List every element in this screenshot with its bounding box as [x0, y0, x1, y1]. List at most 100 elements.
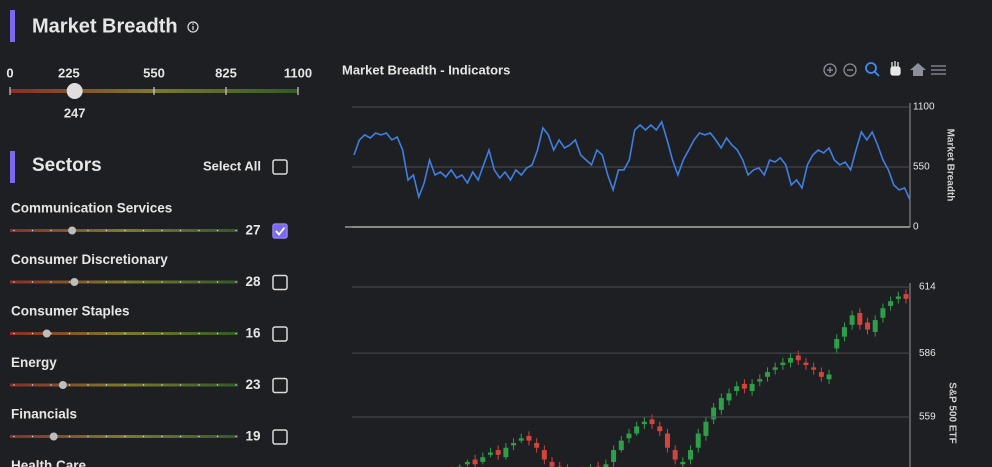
- sector-slider-dot: [216, 384, 219, 386]
- sector-slider-dot: [198, 435, 200, 438]
- zoom-select-button[interactable]: [865, 62, 880, 77]
- candle-body: [826, 374, 832, 380]
- sector-checkbox[interactable]: [272, 377, 288, 394]
- candle-body: [518, 438, 524, 441]
- candle-body: [464, 461, 470, 465]
- candle-body: [472, 459, 478, 465]
- candle-body: [834, 339, 840, 349]
- sector-name: Financials: [11, 407, 77, 422]
- candle-body: [757, 379, 763, 382]
- sector-slider-dot: [87, 281, 89, 283]
- info-icon[interactable]: [187, 21, 199, 33]
- sector-value: 23: [245, 377, 261, 392]
- y-tick-label: 0: [913, 222, 919, 233]
- sector-slider-dot: [105, 435, 108, 438]
- sector-slider-track: [10, 383, 238, 387]
- sector-slider-dot: [50, 281, 52, 283]
- y-tick-label: 550: [913, 162, 930, 173]
- candle-body: [641, 421, 647, 425]
- sector-slider-track: [10, 229, 238, 232]
- sector-slider-track: [10, 332, 238, 335]
- candle-body: [511, 443, 517, 446]
- sector-slider-dot: [142, 384, 145, 386]
- candle-body: [657, 426, 663, 432]
- sector-slider-dot: [124, 281, 126, 283]
- sector-slider-dot: [179, 384, 182, 386]
- candle-body: [734, 386, 740, 391]
- sector-slider-dot: [68, 332, 71, 335]
- sector-slider-dot: [142, 281, 145, 283]
- y-tick-label: 559: [919, 412, 936, 423]
- sector-slider-dot: [13, 384, 15, 386]
- sector-slider-dot: [161, 332, 163, 335]
- page-title: Market Breadth: [32, 15, 178, 37]
- sector-checkbox[interactable]: [272, 429, 288, 445]
- sector-checkbox[interactable]: [272, 274, 288, 291]
- sector-slider-dot: [142, 229, 145, 232]
- slider-thumb[interactable]: [66, 83, 83, 99]
- sector-slider-track: [10, 435, 238, 438]
- sector-slider-dot: [179, 435, 182, 438]
- candle-body: [772, 367, 778, 370]
- sector-slider-dot: [31, 229, 34, 232]
- sector-slider-dot: [198, 281, 200, 283]
- sector-value: 27: [245, 223, 260, 238]
- sector-slider-dot: [198, 384, 200, 386]
- candle-body: [695, 433, 701, 448]
- reset-button[interactable]: [910, 63, 926, 76]
- sector-slider-dot: [87, 229, 89, 232]
- sector-slider-dot: [31, 332, 34, 335]
- zoom-in-button[interactable]: [823, 63, 837, 77]
- sector-slider-dot: [124, 229, 126, 232]
- header-accent: [10, 10, 15, 42]
- sector-slider-dot: [68, 435, 71, 438]
- sector-slider-dot: [142, 332, 145, 335]
- menu-button[interactable]: [931, 65, 946, 75]
- chart-title: Market Breadth - Indicators: [342, 62, 510, 77]
- pan-button[interactable]: [890, 61, 901, 76]
- candle-body: [711, 407, 717, 420]
- sector-slider-dot: [105, 229, 108, 232]
- sector-slider-thumb[interactable]: [42, 329, 51, 338]
- sector-name: Energy: [11, 355, 57, 370]
- sector-checkbox[interactable]: [272, 223, 288, 239]
- sector-slider-dot: [179, 229, 182, 232]
- candle-body: [649, 419, 655, 425]
- sector-slider-dot: [216, 332, 219, 335]
- sector-slider-thumb[interactable]: [49, 432, 58, 441]
- sector-checkbox[interactable]: [272, 326, 288, 342]
- candle-body: [726, 393, 732, 401]
- zoom-out-button[interactable]: [843, 63, 857, 77]
- sector-slider-dot: [161, 384, 163, 386]
- sector-slider-dot: [124, 435, 126, 438]
- sector-slider-dot: [161, 229, 163, 232]
- sector-slider-dot: [235, 281, 237, 283]
- candle-body: [903, 294, 909, 299]
- sector-slider-dot: [31, 435, 34, 438]
- candle-body: [803, 362, 809, 365]
- candle-body: [688, 450, 694, 460]
- sector-slider-dot: [216, 435, 219, 438]
- sector-slider-thumb[interactable]: [58, 381, 67, 389]
- sector-slider-dot: [124, 332, 126, 335]
- slider-tick-label: 825: [215, 65, 237, 80]
- candle-body: [664, 433, 670, 448]
- sector-slider-thumb[interactable]: [70, 278, 79, 286]
- candle-body: [503, 447, 509, 458]
- candle-body: [495, 450, 501, 455]
- sector-slider-dot: [179, 281, 182, 283]
- select-all-checkbox[interactable]: [272, 159, 288, 175]
- candle-body: [611, 450, 617, 462]
- sector-slider-dot: [198, 229, 200, 232]
- sector-name: Consumer Discretionary: [11, 252, 168, 267]
- candle-body: [703, 421, 709, 436]
- candle-body: [880, 308, 886, 318]
- select-all-label[interactable]: Select All: [203, 158, 261, 173]
- sector-slider-dot: [105, 281, 108, 283]
- candle-body: [818, 372, 824, 377]
- sector-slider-dot: [68, 384, 71, 386]
- sector-slider-thumb[interactable]: [68, 226, 77, 235]
- candle-body: [795, 355, 801, 361]
- y-axis-title: Market Breadth: [944, 129, 955, 202]
